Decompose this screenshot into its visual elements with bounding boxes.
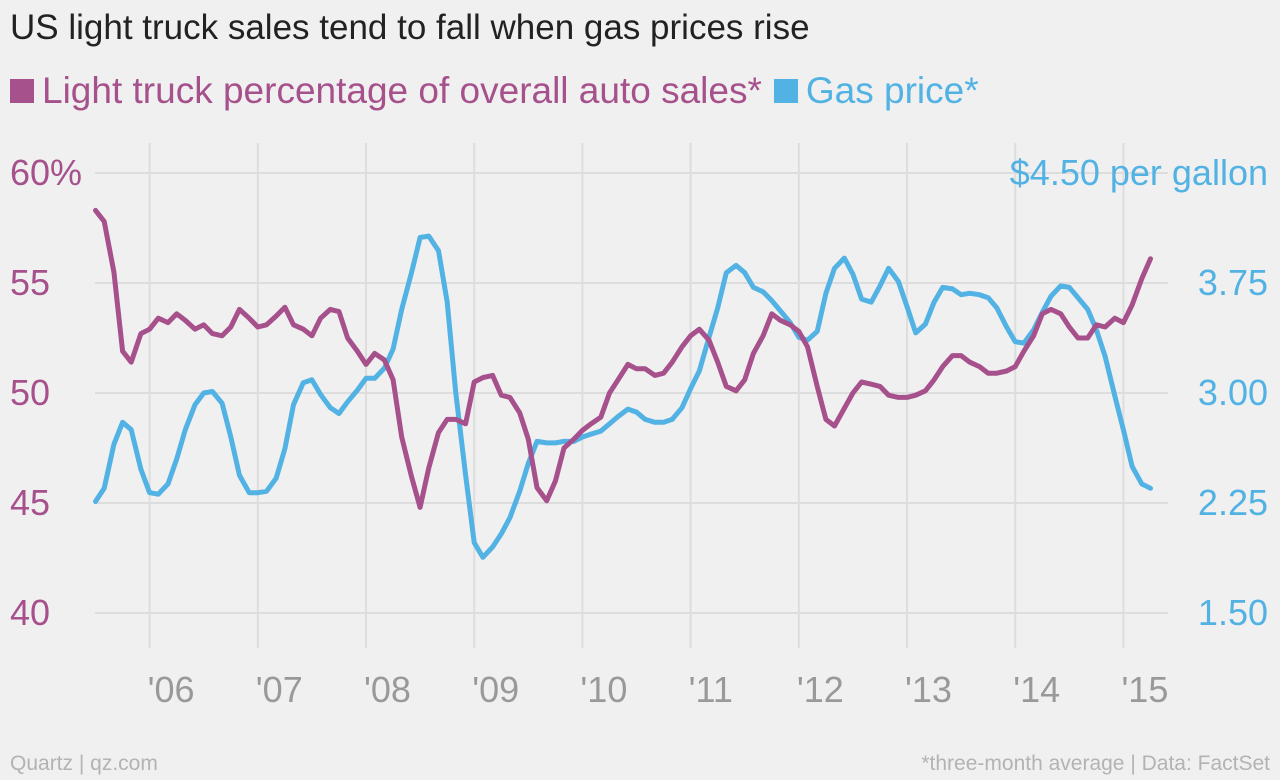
x-tick-label: '14	[1013, 669, 1060, 710]
y-right-tick-label: 1.50	[1198, 592, 1268, 633]
axis-ticks: '06 '07 '08 '09 '10 '11 '12 '13 '14 '15 60% 55 50 45 4…	[10, 152, 1268, 710]
x-tick-label: '13	[905, 669, 952, 710]
y-left-tick-label: 40	[10, 592, 50, 633]
y-left-tick-label: 45	[10, 482, 50, 523]
x-tick-label: '12	[797, 669, 844, 710]
x-tick-label: '15	[1121, 669, 1168, 710]
x-tick-label: '10	[580, 669, 627, 710]
x-tick-label: '07	[256, 669, 303, 710]
x-tick-label: '09	[472, 669, 519, 710]
legend-swatch-truck	[10, 79, 34, 103]
legend: Light truck percentage of overall auto s…	[10, 70, 991, 112]
legend-swatch-gas	[773, 79, 798, 103]
legend-item-truck: Light truck percentage of overall auto s…	[10, 70, 762, 112]
grid-lines	[95, 143, 1168, 648]
series-line-truck	[93, 207, 1153, 510]
x-tick-label: '11	[689, 669, 733, 710]
legend-label-truck: Light truck percentage of overall auto s…	[42, 70, 762, 111]
footer-note: *three-month average | Data: FactSet	[921, 752, 1270, 775]
y-right-tick-label: 3.75	[1198, 262, 1268, 303]
y-right-tick-label: 2.25	[1198, 482, 1268, 523]
y-left-tick-label: 60%	[10, 152, 82, 193]
y-left-tick-label: 50	[10, 372, 50, 413]
series-line-gas	[93, 233, 1153, 560]
chart-title: US light truck sales tend to fall when g…	[10, 8, 810, 47]
footer-source: Quartz | qz.com	[10, 752, 158, 775]
y-right-tick-label: $4.50 per gallon	[1010, 152, 1268, 193]
y-right-tick-label: 3.00	[1198, 372, 1268, 413]
x-tick-label: '08	[364, 669, 411, 710]
legend-label-gas: Gas price*	[805, 70, 979, 111]
y-left-tick-label: 55	[10, 262, 50, 303]
series-lines	[93, 207, 1153, 560]
x-tick-label: '06	[148, 669, 195, 710]
legend-item-gas: Gas price*	[773, 70, 979, 112]
